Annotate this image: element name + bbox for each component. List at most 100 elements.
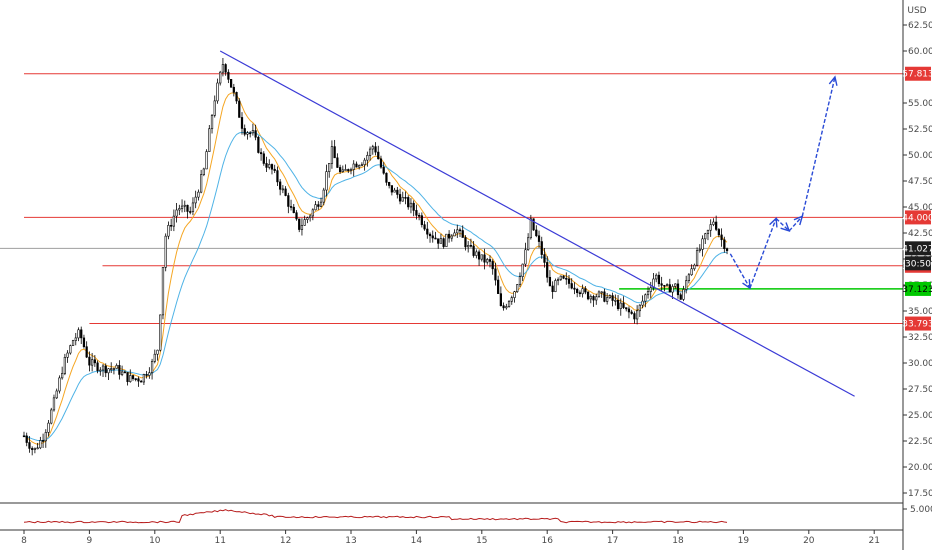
candle-body [450,235,453,239]
candle-body [91,359,94,366]
candle-body [453,232,456,237]
projection-segment[interactable] [729,253,751,289]
candle-body [431,235,434,239]
candle-body [175,209,178,217]
level-tag-text: 57.813 [902,70,932,80]
y-tick-label: 27.500 [908,385,932,395]
candle-body [358,165,361,168]
candle-body [649,287,652,292]
x-tick-label: 15 [476,536,487,546]
candle-body [638,304,641,312]
candle-body [338,167,342,172]
y-tick-label: 42.500 [908,229,932,239]
candle-body [486,259,489,263]
candle-body [189,211,192,213]
candle-body [172,215,175,227]
candle-body [685,280,688,290]
candle-body [268,164,271,168]
candle-body [131,375,135,379]
candle-body [28,442,31,449]
level-tag: 37.123 [902,281,932,296]
horizontal-levels[interactable] [24,73,903,325]
y-tick-label: 62.500 [908,21,932,31]
candle-body [532,218,535,231]
candle-body [134,378,137,380]
candle-body [213,100,216,116]
candle-body [614,300,617,302]
candle-body [695,250,699,266]
candle-body [578,292,582,295]
candle-body [289,206,293,208]
candle-body [597,291,601,298]
candle-body [262,153,265,164]
candle-body [415,210,418,216]
candle-body [325,171,328,191]
candle-body [379,158,383,168]
candle-body [537,235,541,242]
level-tag-bg [905,210,931,225]
level-tag-text: 44.000 [902,213,932,223]
candle-body [682,289,685,300]
level-tag-bg [905,316,931,331]
candle-body [276,170,279,183]
y-tick-label: 20.000 [908,463,932,473]
y-tick-label: 50.000 [908,151,932,161]
candle-body [164,235,167,268]
candle-body [232,86,235,93]
candle-body [44,432,47,442]
x-tick-label: 8 [21,536,27,546]
candle-body [458,229,462,232]
level-tag: 57.813 [902,66,932,81]
candle-body [510,297,513,302]
x-tick-label: 13 [345,536,356,546]
trendline[interactable] [219,50,855,397]
projection-path[interactable] [729,75,838,290]
candle-body [679,294,682,300]
current-price-tag-text: 41.027 [902,244,932,254]
x-tick-label: 14 [411,536,423,546]
candle-body [543,254,546,263]
candle-body [77,329,80,339]
candle-body [529,218,532,239]
candle-body [657,274,661,285]
candle-body [428,233,432,237]
candle-body [581,288,584,295]
candle-body [115,365,118,369]
candle-body [140,380,143,383]
projection-segment[interactable] [775,217,790,232]
candle-body [194,196,197,204]
candle-body [404,197,407,199]
candle-body [469,245,473,247]
descending-trendline[interactable] [219,50,855,397]
y-tick-label: 60.000 [908,47,932,57]
candle-body [611,295,614,301]
candle-body [107,368,110,374]
candle-body [22,435,26,438]
candle-body [344,169,347,171]
candle-body [586,291,590,300]
candle-body [61,373,64,379]
candle-body [279,181,282,190]
candle-body [720,234,723,241]
candle-body [309,215,312,219]
y-tick-label: 47.500 [908,177,932,187]
projection-segment[interactable] [788,215,803,232]
candle-body [366,155,369,161]
candle-body [717,229,720,236]
candle-body [74,337,77,341]
candle-body [360,164,364,166]
candle-body [690,268,693,276]
candle-body [180,205,184,209]
candle-body [562,275,565,279]
candle-body [676,283,680,296]
candle-body [202,168,205,175]
candle-body [170,224,173,227]
candle-body [99,369,102,372]
candle-body [409,202,413,208]
volume-indicator-line [23,509,728,524]
candle-body [622,302,625,308]
projection-segment[interactable] [749,218,777,289]
candle-body [715,221,718,230]
candle-body [439,238,443,244]
